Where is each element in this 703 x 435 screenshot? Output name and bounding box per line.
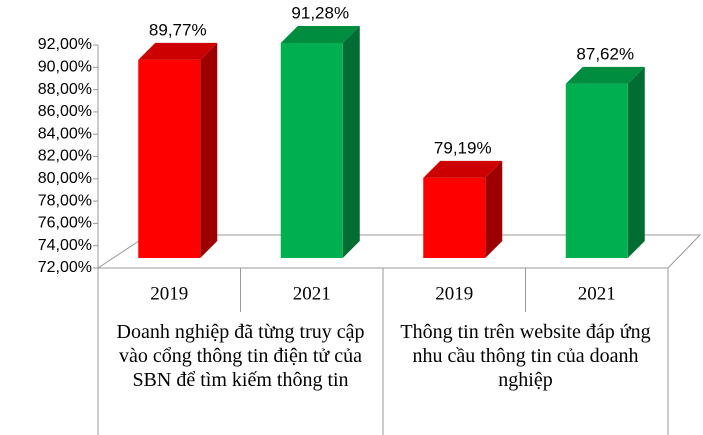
x-tick-label: 2019: [150, 283, 188, 304]
bar: [565, 66, 645, 258]
group-label: Doanh nghiệp đã từng truy cập vào cổng t…: [116, 321, 365, 391]
bar: [423, 160, 503, 258]
bar-top: [565, 66, 645, 84]
value-label: 91,28%: [291, 4, 349, 23]
bar-top: [280, 26, 360, 44]
bar-top: [423, 160, 503, 178]
bar-side: [485, 160, 503, 258]
y-tick-label: 76,00%: [38, 215, 92, 232]
bar: [138, 42, 218, 258]
y-tick-label: 84,00%: [38, 125, 92, 142]
bar: [280, 26, 360, 258]
bar-side: [342, 26, 360, 258]
bar-side: [627, 66, 645, 258]
y-tick-label: 90,00%: [38, 59, 92, 76]
x-tick-label: 2019: [435, 283, 473, 304]
value-label: 89,77%: [149, 20, 207, 39]
value-label: 87,62%: [576, 44, 634, 63]
value-label: 79,19%: [434, 138, 492, 157]
y-tick-label: 74,00%: [38, 237, 92, 254]
bar-side: [200, 42, 218, 258]
bar-front: [565, 83, 628, 258]
group-label: Thông tin trên website đáp ứng nhu cầu t…: [400, 321, 651, 391]
y-tick-label: 86,00%: [38, 103, 92, 120]
bar-front: [423, 177, 486, 258]
y-tick-label: 72,00%: [38, 259, 92, 276]
bar-front: [280, 43, 343, 258]
y-tick-label: 88,00%: [38, 81, 92, 98]
y-tick-label: 78,00%: [38, 192, 92, 209]
y-tick-label: 92,00%: [38, 36, 92, 53]
x-tick-label: 2021: [578, 283, 616, 304]
bar-front: [138, 59, 201, 258]
y-tick-label: 80,00%: [38, 170, 92, 187]
y-tick-label: 82,00%: [38, 148, 92, 165]
floor: [96, 234, 702, 269]
bar-top: [138, 42, 218, 60]
x-tick-label: 2021: [293, 283, 331, 304]
